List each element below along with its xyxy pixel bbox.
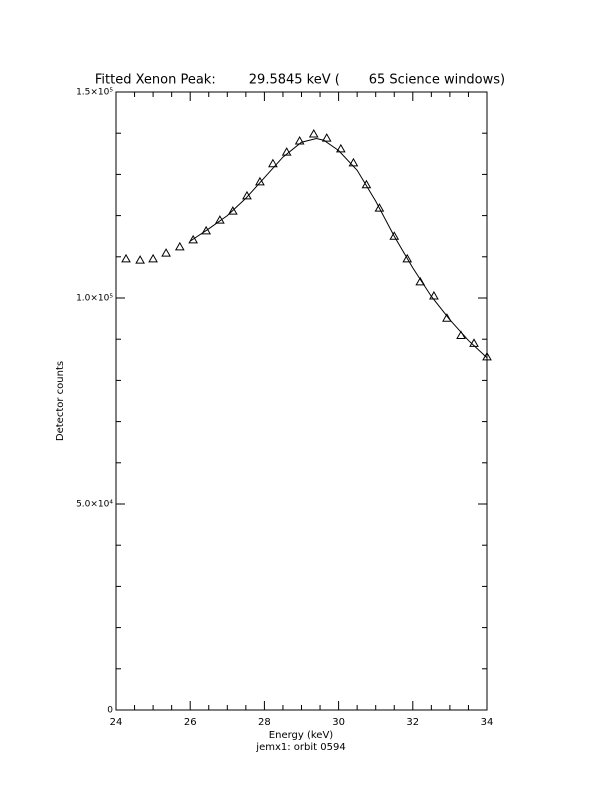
triangle-marker xyxy=(135,255,145,264)
x-tick-label: 26 xyxy=(184,717,197,728)
triangle-marker xyxy=(374,203,385,212)
subtitle: jemx1: orbit 0594 xyxy=(255,742,345,753)
triangle-marker xyxy=(228,206,238,215)
triangle-marker xyxy=(402,253,413,263)
x-tick-label: 30 xyxy=(332,717,345,728)
triangle-marker xyxy=(174,241,185,251)
triangle-marker xyxy=(148,253,158,263)
triangle-marker xyxy=(188,234,199,244)
triangle-marker xyxy=(161,248,171,257)
triangle-marker xyxy=(294,136,305,145)
y-tick-label: 1.0×10⁵ xyxy=(76,294,113,304)
y-tick-label: 5.0×10⁴ xyxy=(76,500,113,510)
triangle-marker xyxy=(255,176,265,186)
fit-line xyxy=(189,138,488,359)
triangle-marker xyxy=(389,231,400,240)
triangle-marker xyxy=(442,313,452,322)
triangle-marker xyxy=(348,157,359,167)
x-axis-label: Energy (keV) xyxy=(269,730,334,741)
y-tick-label: 1.5×10⁵ xyxy=(76,88,113,98)
triangle-marker xyxy=(121,253,131,263)
x-tick-label: 24 xyxy=(110,717,123,728)
y-axis-label: Detector counts xyxy=(55,361,66,441)
chart-title: Fitted Xenon Peak: 29.5845 keV ( 65 Scie… xyxy=(95,73,505,88)
triangle-marker xyxy=(415,276,426,286)
triangle-marker xyxy=(335,143,346,153)
triangle-marker xyxy=(469,338,479,347)
triangle-marker xyxy=(268,158,278,168)
triangle-marker xyxy=(281,147,292,156)
plot-frame xyxy=(115,91,488,711)
x-tick-label: 34 xyxy=(481,717,494,728)
y-tick-label: 0 xyxy=(107,706,113,716)
x-tick-label: 28 xyxy=(258,717,271,728)
triangle-marker xyxy=(308,129,319,138)
triangle-marker xyxy=(361,179,372,189)
triangle-marker xyxy=(215,215,225,224)
triangle-marker xyxy=(321,133,332,142)
x-tick-label: 32 xyxy=(406,717,419,728)
triangle-marker xyxy=(201,225,212,235)
